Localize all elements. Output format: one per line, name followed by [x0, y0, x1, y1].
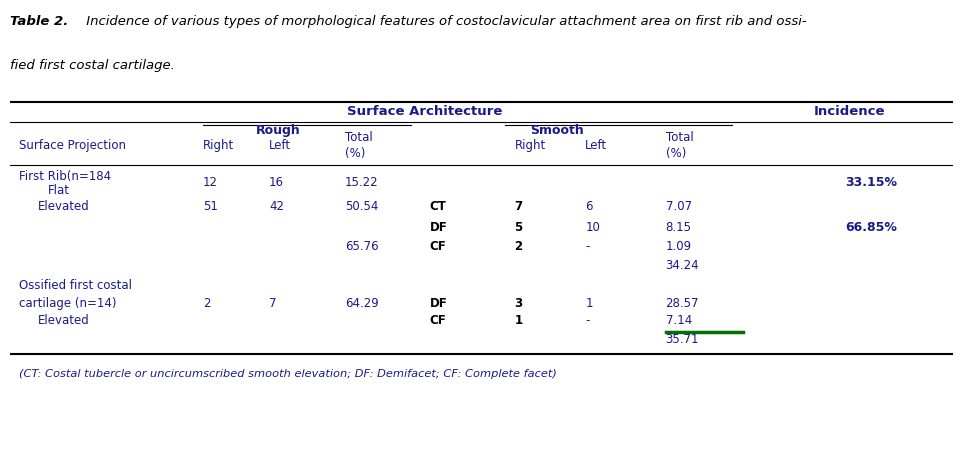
- Text: 3: 3: [514, 297, 523, 310]
- Text: 65.76: 65.76: [345, 240, 378, 253]
- Text: Incidence: Incidence: [814, 105, 885, 118]
- Text: (CT: Costal tubercle or uncircumscribed smooth elevation; DF: Demifacet; CF: Com: (CT: Costal tubercle or uncircumscribed …: [19, 369, 557, 379]
- Text: 2: 2: [203, 297, 211, 310]
- Text: 28.57: 28.57: [665, 297, 699, 310]
- Text: DF: DF: [429, 220, 448, 233]
- Text: Smooth: Smooth: [530, 123, 584, 136]
- Text: Flat: Flat: [47, 184, 69, 197]
- Text: 7: 7: [514, 200, 523, 213]
- Text: (%): (%): [665, 147, 686, 160]
- Text: Elevated: Elevated: [38, 314, 90, 327]
- Text: 35.71: 35.71: [665, 333, 699, 346]
- Text: Left: Left: [270, 139, 291, 152]
- Text: -: -: [586, 314, 589, 327]
- Text: 5: 5: [514, 220, 523, 233]
- Text: 50.54: 50.54: [345, 200, 378, 213]
- Text: 1.09: 1.09: [665, 240, 691, 253]
- Text: 16: 16: [270, 176, 284, 189]
- Text: 1: 1: [514, 314, 523, 327]
- Text: CT: CT: [429, 200, 447, 213]
- Text: 15.22: 15.22: [345, 176, 378, 189]
- Text: DF: DF: [429, 297, 448, 310]
- Text: Left: Left: [586, 139, 608, 152]
- Text: CF: CF: [429, 240, 446, 253]
- Text: 33.15%: 33.15%: [845, 176, 897, 189]
- Text: 2: 2: [514, 240, 523, 253]
- Text: Elevated: Elevated: [38, 200, 90, 213]
- Text: Incidence of various types of morphological features of costoclavicular attachme: Incidence of various types of morphologi…: [82, 15, 806, 28]
- Text: CF: CF: [429, 314, 446, 327]
- Text: Right: Right: [514, 139, 546, 152]
- Text: Total: Total: [665, 131, 693, 144]
- Text: 10: 10: [586, 220, 600, 233]
- Text: Ossified first costal: Ossified first costal: [19, 279, 132, 292]
- Text: 34.24: 34.24: [665, 260, 699, 272]
- Text: 7.07: 7.07: [665, 200, 691, 213]
- Text: 64.29: 64.29: [345, 297, 378, 310]
- Text: -: -: [586, 240, 589, 253]
- Text: 42: 42: [270, 200, 284, 213]
- Text: 8.15: 8.15: [665, 220, 691, 233]
- Text: Right: Right: [203, 139, 234, 152]
- Text: 51: 51: [203, 200, 218, 213]
- Text: Table 2.: Table 2.: [10, 15, 67, 28]
- Text: 12: 12: [203, 176, 218, 189]
- Text: 1: 1: [586, 297, 593, 310]
- Text: Surface Architecture: Surface Architecture: [348, 105, 503, 118]
- Text: cartilage (n=14): cartilage (n=14): [19, 297, 117, 310]
- Text: Surface Projection: Surface Projection: [19, 139, 126, 152]
- Text: First Rib(n=184: First Rib(n=184: [19, 170, 111, 182]
- Text: 6: 6: [586, 200, 593, 213]
- Text: 7.14: 7.14: [665, 314, 691, 327]
- Text: Total: Total: [345, 131, 373, 144]
- Text: Rough: Rough: [256, 123, 301, 136]
- Text: 7: 7: [270, 297, 276, 310]
- Text: (%): (%): [345, 147, 365, 160]
- Text: 66.85%: 66.85%: [845, 220, 897, 233]
- Text: fied first costal cartilage.: fied first costal cartilage.: [10, 59, 174, 72]
